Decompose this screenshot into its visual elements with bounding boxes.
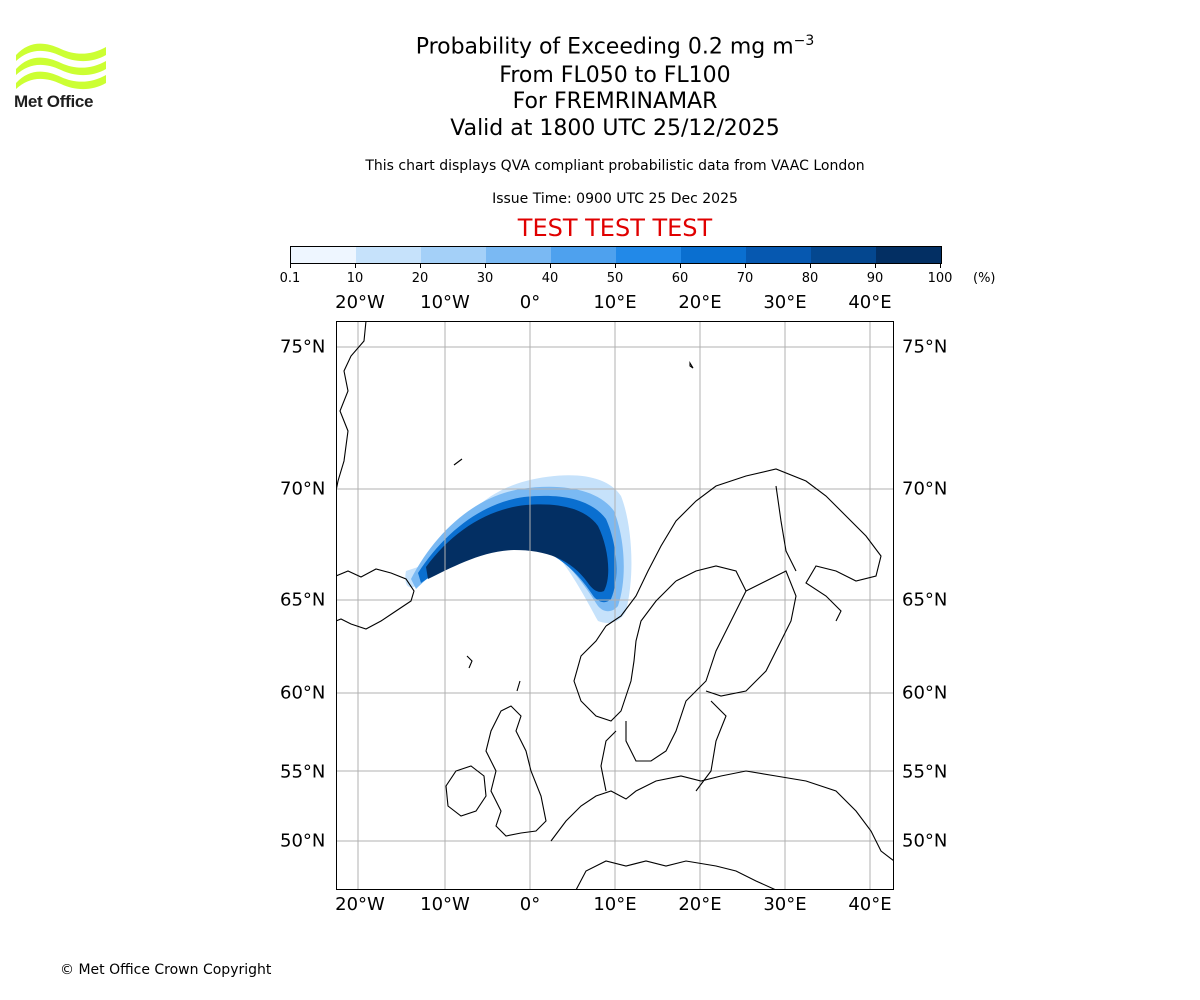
longitude-label: 10°W xyxy=(420,894,470,915)
latitude-label: 60°N xyxy=(280,682,326,704)
colorbar-tick-label: 0.1 xyxy=(279,271,301,286)
colorbar-tick-mark xyxy=(290,263,291,268)
colorbar-tick-mark xyxy=(680,263,681,268)
probability-plume xyxy=(405,475,632,623)
colorbar-tick-mark xyxy=(745,263,746,268)
colorbar-tick-label: 30 xyxy=(476,271,494,286)
map xyxy=(336,321,894,890)
colorbar-segment xyxy=(551,247,616,263)
colorbar-tick-mark xyxy=(550,263,551,268)
title-main: Probability of Exceeding 0.2 mg m xyxy=(415,34,794,60)
colorbar-segment xyxy=(356,247,421,263)
longitude-label: 40°E xyxy=(848,894,892,915)
colorbar-segment xyxy=(486,247,551,263)
colorbar-tick-mark xyxy=(875,263,876,268)
colorbar-tick-label: 80 xyxy=(801,271,819,286)
met-office-logo-icon xyxy=(16,43,106,90)
longitude-label: 40°E xyxy=(848,292,892,313)
colorbar-tick-label: 100 xyxy=(927,271,953,286)
coastlines xyxy=(336,321,894,890)
chart-title: Probability of Exceeding 0.2 mg m−3 xyxy=(0,28,1200,60)
colorbar-segment xyxy=(811,247,876,263)
colorbar-tick-label: 70 xyxy=(736,271,754,286)
latitude-label: 60°N xyxy=(902,682,948,704)
map-border xyxy=(336,321,894,890)
colorbar-tick-label: 50 xyxy=(606,271,624,286)
title-flight-levels: From FL050 to FL100 xyxy=(499,63,731,88)
subtitle: This chart displays QVA compliant probab… xyxy=(365,158,865,174)
colorbar-segment xyxy=(681,247,746,263)
title-valid-time: Valid at 1800 UTC 25/12/2025 xyxy=(450,116,780,141)
colorbar-segment xyxy=(421,247,486,263)
colorbar-segment xyxy=(616,247,681,263)
latitude-label: 70°N xyxy=(280,478,326,500)
test-banner: TEST TEST TEST xyxy=(517,214,713,242)
latitude-label: 50°N xyxy=(902,830,948,852)
logo-text: Met Office xyxy=(14,92,94,111)
colorbar-tick-mark xyxy=(615,263,616,268)
colorbar-tick-label: 60 xyxy=(671,271,689,286)
map-gridlines xyxy=(336,321,894,890)
issue-time: Issue Time: 0900 UTC 25 Dec 2025 xyxy=(492,191,738,207)
longitude-label: 30°E xyxy=(763,292,807,313)
colorbar-tick-label: 90 xyxy=(866,271,884,286)
colorbar-tick-mark xyxy=(355,263,356,268)
longitude-label: 10°E xyxy=(593,292,637,313)
colorbar-segment xyxy=(746,247,811,263)
latitude-label: 65°N xyxy=(902,589,948,611)
colorbar-segment xyxy=(291,247,356,263)
latitude-label: 55°N xyxy=(902,761,948,783)
copyright: © Met Office Crown Copyright xyxy=(60,962,272,978)
longitude-label: 0° xyxy=(519,894,541,915)
longitude-label: 10°W xyxy=(420,292,470,313)
colorbar xyxy=(290,246,942,264)
latitude-label: 55°N xyxy=(280,761,326,783)
title-exponent: −3 xyxy=(793,33,815,49)
latitude-label: 65°N xyxy=(280,589,326,611)
colorbar-tick-mark xyxy=(485,263,486,268)
colorbar-unit: (%) xyxy=(973,271,996,286)
colorbar-segment xyxy=(876,247,941,263)
title-volcano: For FREMRINAMAR xyxy=(512,89,718,114)
colorbar-tick-mark xyxy=(420,263,421,268)
colorbar-tick-label: 10 xyxy=(346,271,364,286)
longitude-label: 10°E xyxy=(593,894,637,915)
longitude-label: 0° xyxy=(519,292,541,313)
longitude-label: 20°E xyxy=(678,292,722,313)
colorbar-tick-label: 40 xyxy=(541,271,559,286)
longitude-label: 20°E xyxy=(678,894,722,915)
latitude-label: 75°N xyxy=(902,336,948,358)
longitude-label: 20°W xyxy=(335,292,385,313)
latitude-label: 50°N xyxy=(280,830,326,852)
colorbar-tick-mark xyxy=(940,263,941,268)
longitude-label: 30°E xyxy=(763,894,807,915)
longitude-label: 20°W xyxy=(335,894,385,915)
colorbar-tick-mark xyxy=(810,263,811,268)
latitude-label: 75°N xyxy=(280,336,326,358)
latitude-label: 70°N xyxy=(902,478,948,500)
colorbar-tick-label: 20 xyxy=(411,271,429,286)
